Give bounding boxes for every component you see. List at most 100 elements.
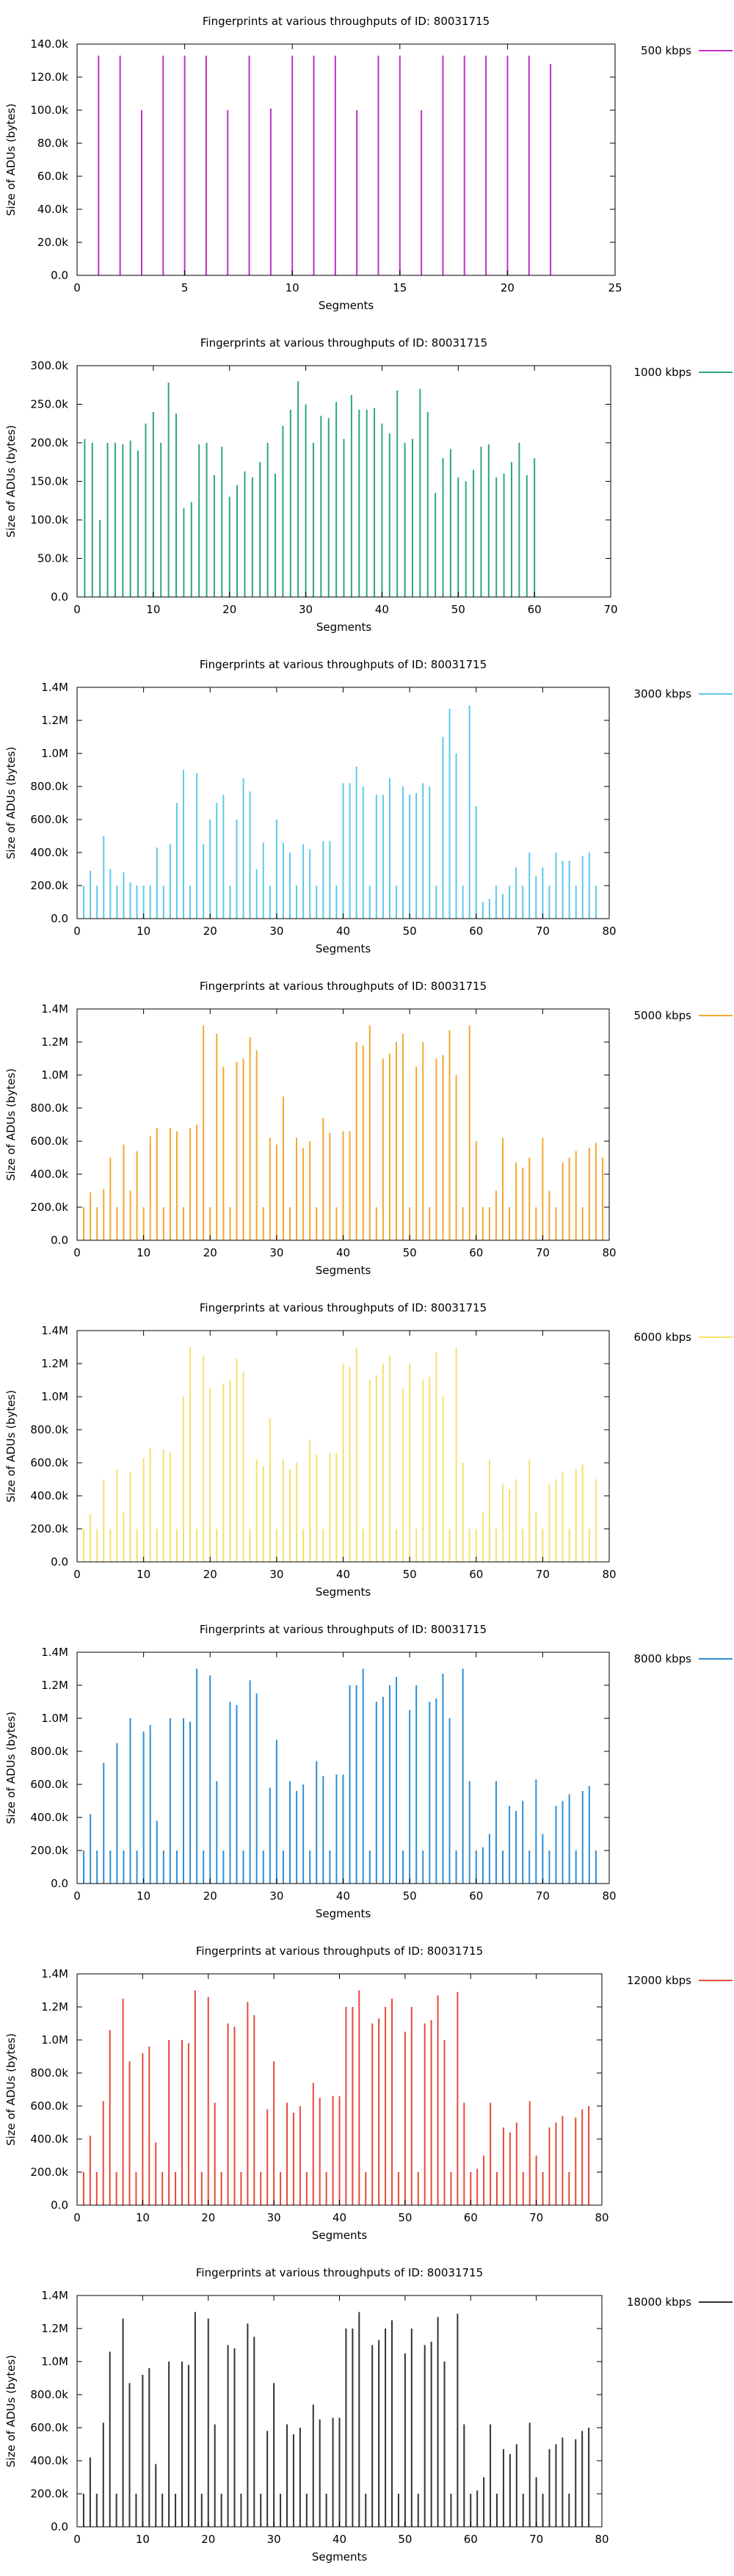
y-tick-label: 200.0k [30,1522,68,1535]
y-axis-label: Size of ADUs (bytes) [4,1712,18,1824]
y-tick-label: 200.0k [30,1201,68,1214]
x-tick-label: 40 [336,1889,350,1903]
bar-group [83,1668,597,1884]
chart-panel: Fingerprints at various throughputs of I… [0,643,734,965]
y-tick-label: 0.0 [51,269,68,282]
x-tick-label: 15 [393,281,407,294]
legend-label: 12000 kbps [627,1974,691,1987]
chart-panel: Fingerprints at various throughputs of I… [0,965,734,1287]
legend: 1000 kbps [634,366,733,379]
y-tick-label: 1.0M [41,1390,68,1403]
x-tick-label: 0 [73,2211,81,2224]
legend: 6000 kbps [634,1331,733,1344]
y-tick-label: 800.0k [30,2388,68,2401]
legend: 3000 kbps [634,687,733,701]
x-tick-label: 50 [403,1246,417,1259]
y-tick-label: 0.0 [51,1555,68,1569]
x-tick-label: 0 [73,603,81,616]
x-axis-label: Segments [316,1585,371,1599]
chart-title: Fingerprints at various throughputs of I… [200,336,487,350]
y-tick-label: 600.0k [30,1778,68,1791]
y-tick-label: 50.0k [37,552,68,565]
x-tick-label: 50 [451,603,465,616]
y-tick-label: 400.0k [30,1489,68,1502]
x-tick-label: 30 [299,603,313,616]
x-tick-label: 80 [602,1889,616,1903]
bar-group [83,705,597,919]
x-tick-label: 50 [398,2533,412,2546]
y-tick-label: 1.2M [41,714,68,727]
y-tick-label: 120.0k [30,70,68,84]
y-tick-label: 60.0k [37,170,68,183]
x-tick-label: 80 [602,1246,616,1259]
chart-title: Fingerprints at various throughputs of I… [196,1944,483,1958]
y-axis-label: Size of ADUs (bytes) [4,2033,18,2146]
y-tick-label: 1.0M [41,2033,68,2047]
x-tick-label: 10 [137,925,150,938]
x-tick-label: 20 [201,2533,215,2546]
x-tick-label: 20 [501,281,515,294]
x-tick-label: 50 [398,2211,412,2224]
chart-panel: Fingerprints at various throughputs of I… [0,1287,734,1608]
bar-group [82,2312,590,2527]
y-axis-label: Size of ADUs (bytes) [4,104,18,216]
x-tick-label: 40 [333,2533,346,2546]
y-tick-label: 1.0M [41,747,68,760]
x-axis-label: Segments [316,1907,371,1920]
y-tick-label: 1.4M [41,1324,68,1337]
y-tick-label: 0.0 [51,590,68,604]
y-tick-label: 1.2M [41,1357,68,1370]
x-tick-label: 0 [73,925,81,938]
x-tick-label: 30 [269,1246,283,1259]
x-tick-label: 50 [403,925,417,938]
y-axis-label: Size of ADUs (bytes) [4,2355,18,2467]
y-tick-label: 200.0k [30,1844,68,1857]
x-tick-label: 0 [73,2533,81,2546]
x-tick-label: 70 [603,603,617,616]
y-tick-label: 600.0k [30,1135,68,1148]
y-tick-label: 150.0k [30,475,68,488]
y-tick-label: 600.0k [30,2421,68,2434]
y-tick-label: 400.0k [30,1168,68,1181]
x-tick-label: 10 [286,281,299,294]
chart-svg: Fingerprints at various throughputs of I… [4,1944,733,2242]
y-tick-label: 1.2M [41,2322,68,2335]
chart-svg: Fingerprints at various throughputs of I… [4,336,733,634]
y-tick-label: 800.0k [30,1101,68,1115]
x-tick-label: 20 [203,1246,217,1259]
x-tick-label: 20 [222,603,236,616]
x-tick-label: 30 [269,1568,283,1581]
y-tick-label: 400.0k [30,2454,68,2467]
y-tick-label: 40.0k [37,203,68,216]
x-axis-label: Segments [316,1264,371,1277]
x-tick-label: 10 [137,1889,150,1903]
chart-svg: Fingerprints at various throughputs of I… [4,2266,733,2564]
x-tick-label: 60 [469,1246,483,1259]
x-tick-label: 70 [529,2211,543,2224]
chart-panel: Fingerprints at various throughputs of I… [0,2251,734,2573]
x-tick-label: 20 [203,1889,217,1903]
x-tick-label: 10 [136,2533,150,2546]
x-tick-label: 0 [73,1889,81,1903]
y-tick-label: 400.0k [30,1811,68,1824]
legend: 18000 kbps [627,2295,733,2309]
x-tick-label: 0 [73,1246,81,1259]
y-tick-label: 0.0 [51,1234,68,1247]
y-tick-label: 1.4M [41,1646,68,1659]
y-tick-label: 0.0 [51,2199,68,2212]
y-tick-label: 300.0k [30,359,68,372]
y-tick-label: 140.0k [30,37,68,51]
x-tick-label: 70 [536,925,550,938]
y-tick-label: 1.4M [41,681,68,694]
chart-title: Fingerprints at various throughputs of I… [200,658,487,671]
chart-title: Fingerprints at various throughputs of I… [200,1623,487,1636]
y-tick-label: 1.4M [41,1967,68,1980]
chart-svg: Fingerprints at various throughputs of I… [4,15,733,312]
y-tick-label: 600.0k [30,813,68,826]
y-tick-label: 200.0k [30,2166,68,2179]
y-tick-label: 100.0k [30,513,68,527]
y-tick-label: 1.4M [41,1002,68,1016]
legend: 5000 kbps [634,1009,733,1022]
x-tick-label: 60 [464,2533,478,2546]
legend: 8000 kbps [634,1652,733,1665]
